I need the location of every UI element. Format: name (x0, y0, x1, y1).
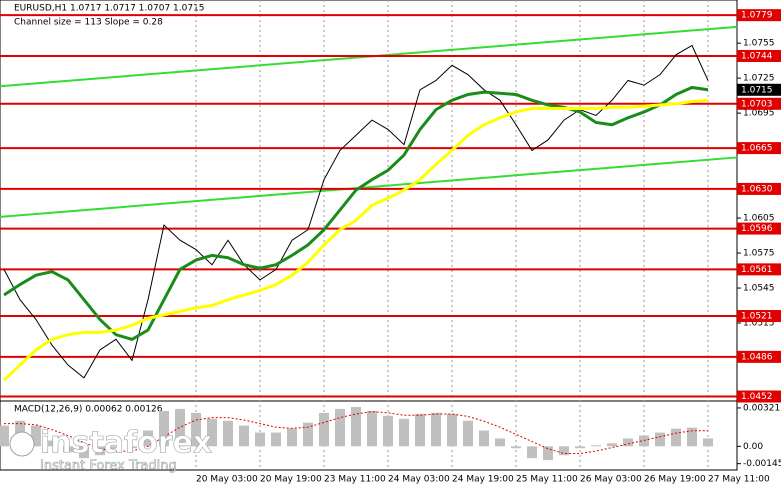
watermark-logo (9, 431, 35, 457)
series-line (2, 98, 709, 382)
x-tick-label: 20 May 03:00 (196, 475, 258, 485)
macd-bar (255, 432, 265, 447)
series-line (3, 85, 709, 341)
level-label: 1.0596 (741, 224, 773, 234)
last-price-label: 1.0715 (741, 85, 773, 95)
level-label: 1.0665 (741, 144, 773, 154)
last-price-box (737, 83, 781, 96)
macd-bar (559, 446, 569, 456)
macd-bar (415, 413, 425, 447)
plot-frame (0, 0, 738, 471)
macd-bar (95, 446, 105, 456)
macd-bar (127, 446, 137, 449)
y-tick-label: 1.0725 (743, 74, 775, 84)
x-tick-label: 27 May 11:00 (708, 475, 770, 485)
level-label: 1.0452 (741, 392, 773, 402)
level-label: 1.0561 (741, 265, 773, 275)
macd-bar (543, 446, 553, 461)
y-tick-label: 1.0755 (743, 39, 775, 49)
channel-line (0, 156, 738, 218)
level-label-box (737, 390, 781, 403)
y-tick-label: 1.0605 (743, 214, 775, 224)
macd-bar (319, 412, 329, 447)
macd-bar (447, 413, 457, 447)
macd-bar (111, 446, 121, 451)
level-label: 1.0521 (741, 312, 773, 322)
macd-bar (703, 438, 713, 447)
level-label: 1.0703 (741, 99, 773, 109)
macd-bar (159, 410, 169, 447)
y-tick-label: -0.00145 (743, 459, 781, 469)
level-label-box (737, 263, 781, 276)
x-tick-label: 25 May 11:00 (516, 475, 578, 485)
macd-bar (303, 422, 313, 447)
macd-bar (175, 408, 185, 447)
macd-bar (607, 443, 617, 447)
macd-bar (655, 432, 665, 447)
level-label: 1.0744 (741, 51, 773, 61)
x-tick-label: 24 May 03:00 (388, 475, 450, 485)
macd-bar (367, 410, 377, 447)
level-label: 1.0779 (741, 11, 773, 21)
macd-bar (463, 420, 473, 447)
macd-bar (31, 425, 41, 447)
macd-bar (335, 408, 345, 447)
x-tick-label: 26 May 03:00 (580, 475, 642, 485)
level-label-box (737, 222, 781, 235)
macd-bar (63, 446, 73, 453)
level-label: 1.0486 (741, 352, 773, 362)
y-tick-label: 1.0695 (743, 109, 775, 119)
macd-bar (143, 430, 153, 447)
y-tick-label: 0.00 (743, 442, 763, 452)
watermark-tagline: Instant Forex Trading (40, 459, 177, 474)
level-label-box (737, 182, 781, 195)
macd-bar (511, 446, 521, 449)
level-label: 1.0630 (741, 184, 773, 194)
x-tick-label: 20 May 19:00 (260, 475, 322, 485)
macd-bar (287, 428, 297, 447)
macd-bar (639, 435, 649, 447)
chart-subtitle: Channel size = 113 Slope = 0.28 (14, 18, 163, 28)
macd-bar (223, 420, 233, 447)
macd-bar (191, 412, 201, 447)
level-label-box (737, 310, 781, 323)
series-line (3, 44, 709, 379)
macd-bar (399, 418, 409, 447)
macd-bar (575, 446, 585, 449)
macd-bar (623, 438, 633, 447)
level-label-box (737, 9, 781, 22)
macd-bar (207, 418, 217, 447)
x-tick-label: 23 May 11:00 (324, 475, 386, 485)
level-label-box (737, 49, 781, 62)
x-tick-label: 24 May 19:00 (452, 475, 514, 485)
level-label-box (737, 97, 781, 110)
macd-bar (0, 425, 9, 447)
level-label-box (737, 142, 781, 155)
macd-bar (239, 425, 249, 447)
macd-bar (351, 406, 361, 447)
watermark: instaforex Instant Forex Trading (9, 425, 213, 474)
macd-bar (527, 446, 537, 459)
x-tick-label: 26 May 19:00 (644, 475, 706, 485)
chart-title: EURUSD,H1 1.0717 1.0717 1.0707 1.0715 (14, 4, 205, 14)
y-tick-label: 1.0545 (743, 284, 775, 294)
macd-bar (687, 427, 697, 447)
macd-bar (47, 440, 57, 447)
macd-bar (479, 430, 489, 447)
macd-bar (591, 445, 601, 447)
watermark-brand: instaforex (40, 426, 212, 461)
macd-bar (671, 428, 681, 447)
y-tick-label: 1.0575 (743, 249, 775, 259)
level-label-box (737, 350, 781, 363)
macd-bar (431, 412, 441, 447)
signal-line (4, 411, 708, 454)
macd-bar (271, 432, 281, 447)
macd-title: MACD(12,26,9) 0.00062 0.00126 (14, 405, 163, 415)
y-tick-label: 1.0515 (743, 319, 775, 329)
macd-bar (383, 415, 393, 447)
macd-bar (79, 446, 89, 459)
macd-bar (495, 438, 505, 447)
y-tick-label: 0.00321 (743, 403, 780, 413)
